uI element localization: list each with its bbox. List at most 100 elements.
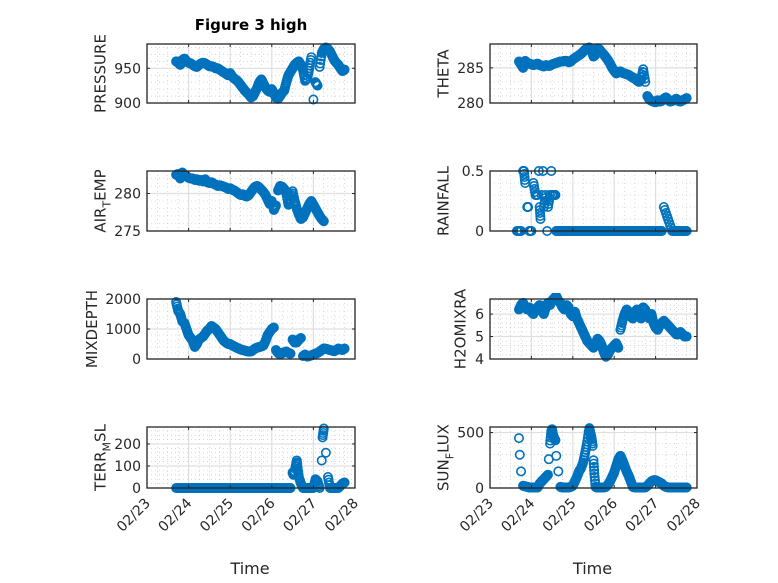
y-tick-label: 280 bbox=[457, 96, 484, 112]
figure-title: Figure 3 high bbox=[195, 16, 308, 34]
y-tick-label: 900 bbox=[114, 96, 141, 112]
data-point bbox=[318, 423, 329, 434]
y-tick-label: 200 bbox=[114, 437, 141, 453]
y-axis-label: AIRTEMP bbox=[92, 169, 114, 232]
data-point bbox=[640, 76, 651, 87]
y-axis-label: RAINFALL bbox=[435, 165, 453, 236]
data-point bbox=[589, 471, 600, 482]
data-point bbox=[314, 61, 325, 72]
data-point bbox=[542, 469, 553, 480]
data-point bbox=[550, 435, 561, 446]
y-tick-label: 0 bbox=[475, 224, 484, 240]
data-point bbox=[315, 58, 326, 69]
data-point bbox=[516, 466, 527, 477]
data-point bbox=[338, 0, 346, 4]
x-tick-label: 02/23 bbox=[114, 496, 154, 536]
data-point bbox=[268, 322, 279, 333]
axes-box bbox=[489, 426, 698, 489]
y-tick-label: 2000 bbox=[105, 292, 141, 308]
data-point bbox=[316, 455, 327, 466]
axes-box bbox=[146, 43, 356, 104]
data-point bbox=[339, 477, 350, 488]
axes-rainfall: 0 0.5 RAINFALL bbox=[435, 164, 698, 240]
data-point bbox=[340, 0, 348, 4]
data-point bbox=[306, 52, 317, 63]
axes-box bbox=[146, 426, 356, 489]
y-tick-label: 100 bbox=[114, 459, 141, 475]
data-point bbox=[339, 64, 350, 75]
data-point bbox=[334, 0, 342, 4]
y-tick-label: 0 bbox=[132, 352, 141, 368]
data-point bbox=[681, 331, 692, 342]
data-point bbox=[551, 450, 562, 461]
x-tick-label: 02/25 bbox=[540, 496, 580, 536]
x-axis-label: Time bbox=[572, 559, 612, 578]
y-tick-label: 285 bbox=[457, 61, 484, 77]
data-point bbox=[588, 458, 599, 469]
data-point bbox=[681, 93, 692, 104]
y-tick-label: 1000 bbox=[105, 322, 141, 338]
y-tick-label: 0.5 bbox=[462, 164, 484, 180]
x-tick-label: 02/28 bbox=[322, 496, 362, 536]
data-point bbox=[308, 94, 319, 105]
x-tick-label: 02/25 bbox=[197, 496, 237, 536]
x-tick-label: 02/24 bbox=[156, 495, 196, 535]
x-tick-label: 02/27 bbox=[280, 496, 320, 536]
y-axis-label: MIXDEPTH bbox=[83, 290, 101, 368]
series-air_temp bbox=[171, 0, 348, 227]
y-axis-label: THETA bbox=[435, 49, 453, 99]
data-point bbox=[513, 433, 524, 444]
data-point bbox=[514, 449, 525, 460]
y-tick-label: 0 bbox=[475, 481, 484, 497]
y-axis-label: TERRMSL bbox=[92, 423, 114, 492]
data-point bbox=[588, 461, 599, 472]
data-point bbox=[588, 455, 599, 466]
y-tick-label: 275 bbox=[114, 224, 141, 240]
data-point bbox=[535, 214, 546, 225]
data-point bbox=[318, 216, 329, 227]
y-axis-label: PRESSURE bbox=[92, 34, 110, 113]
data-point bbox=[553, 466, 564, 477]
data-point bbox=[326, 0, 334, 4]
axes-terr_msl: 02/23 02/24 02/25 02/26 02/27 02/28 0 100 200TER… bbox=[92, 423, 362, 578]
axes-box bbox=[146, 170, 356, 232]
y-tick-label: 0 bbox=[132, 481, 141, 497]
x-tick-label: 02/23 bbox=[457, 496, 497, 536]
y-tick-label: 5 bbox=[475, 330, 484, 346]
data-point bbox=[339, 343, 350, 354]
axes-sun_flux: 02/23 02/24 02/25 02/26 02/27 02/28 0 500SUNFLU… bbox=[435, 423, 704, 578]
y-tick-label: 280 bbox=[114, 187, 141, 203]
y-tick-label: 950 bbox=[114, 61, 141, 77]
axes-h2omixra: 4 5 6 H2OMIXRA bbox=[452, 288, 698, 369]
y-axis-label: H2OMIXRA bbox=[452, 288, 470, 369]
data-point bbox=[330, 0, 338, 4]
data-point bbox=[270, 200, 281, 211]
data-point bbox=[295, 332, 306, 343]
data-point bbox=[589, 465, 600, 476]
data-point bbox=[320, 447, 331, 458]
data-point bbox=[523, 202, 534, 213]
y-tick-label: 6 bbox=[475, 307, 484, 323]
x-tick-label: 02/26 bbox=[581, 495, 621, 535]
y-axis-label: SUNFLUX bbox=[435, 424, 457, 491]
data-point bbox=[285, 348, 296, 359]
data-point bbox=[589, 468, 600, 479]
x-axis-label: Time bbox=[229, 559, 269, 578]
data-point bbox=[324, 0, 332, 4]
data-point bbox=[550, 190, 561, 201]
series-mixdepth bbox=[171, 296, 350, 362]
axes-box bbox=[489, 170, 698, 232]
series-theta bbox=[513, 42, 692, 108]
data-point bbox=[332, 0, 340, 4]
data-point bbox=[312, 80, 323, 91]
x-tick-label: 02/26 bbox=[239, 495, 279, 535]
y-tick-label: 500 bbox=[457, 426, 484, 442]
axes-box bbox=[489, 43, 698, 104]
x-tick-label: 02/27 bbox=[623, 496, 663, 536]
data-point bbox=[322, 0, 330, 4]
axes-box bbox=[489, 298, 698, 360]
